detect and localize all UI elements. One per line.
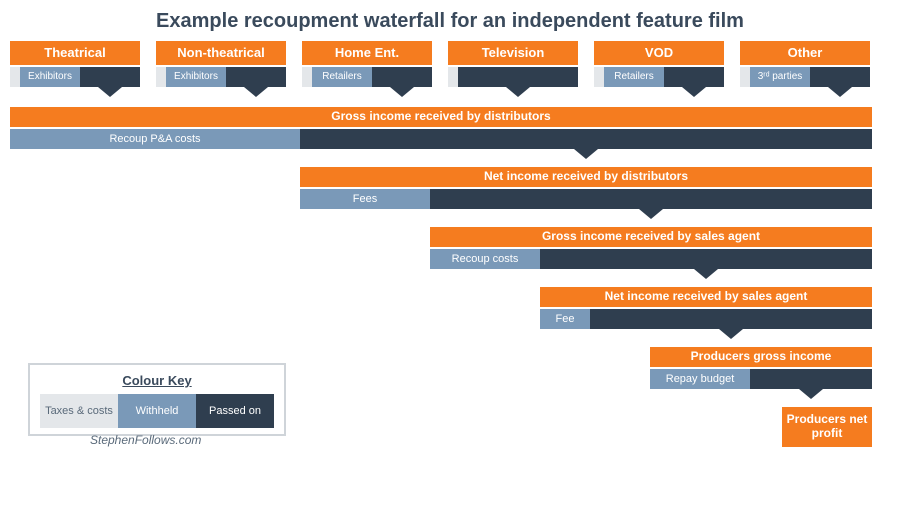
source-remainder-4 [664,67,724,87]
source-withheld-4: Retailers [604,67,664,87]
stage-title-1: Net income received by distributors [300,167,872,187]
source-arrow-1 [244,87,268,97]
stage-title-2: Gross income received by sales agent [430,227,872,247]
stage-remainder-1 [430,189,872,209]
source-withheld-2: Retailers [312,67,372,87]
source-header-4: VOD [594,41,724,65]
chart-title: Example recoupment waterfall for an inde… [0,0,900,41]
source-remainder-1 [226,67,286,87]
stage-title-3: Net income received by sales agent [540,287,872,307]
source-header-3: Television [448,41,578,65]
colour-key-item-2: Passed on [196,394,274,428]
source-arrow-2 [390,87,414,97]
source-tax-4 [594,67,604,87]
stage-remainder-3 [590,309,872,329]
colour-key: Colour Key Taxes & costsWithheldPassed on [28,363,286,436]
final-box: Producers net profit [782,407,872,447]
source-arrow-4 [682,87,706,97]
stage-withheld-3: Fee [540,309,590,329]
stage-title-0: Gross income received by distributors [10,107,872,127]
source-withheld-0: Exhibitors [20,67,80,87]
stage-remainder-0 [300,129,872,149]
stage-withheld-2: Recoup costs [430,249,540,269]
stage-remainder-2 [540,249,872,269]
source-remainder-3 [458,67,578,87]
source-remainder-0 [80,67,140,87]
source-remainder-2 [372,67,432,87]
stage-arrow-4 [799,389,823,399]
source-header-2: Home Ent. [302,41,432,65]
stage-arrow-2 [694,269,718,279]
source-tax-3 [448,67,458,87]
stage-remainder-4 [750,369,872,389]
source-remainder-5 [810,67,870,87]
source-tax-2 [302,67,312,87]
colour-key-row: Taxes & costsWithheldPassed on [40,394,274,428]
stage-arrow-0 [574,149,598,159]
colour-key-title: Colour Key [40,373,274,388]
stage-arrow-1 [639,209,663,219]
source-tax-5 [740,67,750,87]
stage-withheld-4: Repay budget [650,369,750,389]
credit-text: StephenFollows.com [90,433,201,447]
source-tax-0 [10,67,20,87]
source-tax-1 [156,67,166,87]
source-arrow-3 [506,87,530,97]
stage-title-4: Producers gross income [650,347,872,367]
colour-key-item-1: Withheld [118,394,196,428]
source-header-1: Non-theatrical [156,41,286,65]
waterfall-canvas: TheatricalExhibitorsNon-theatricalExhibi… [10,41,890,511]
source-arrow-5 [828,87,852,97]
source-arrow-0 [98,87,122,97]
stage-withheld-0: Recoup P&A costs [10,129,300,149]
source-withheld-5: 3ʳᵈ parties [750,67,810,87]
stage-withheld-1: Fees [300,189,430,209]
colour-key-item-0: Taxes & costs [40,394,118,428]
source-header-5: Other [740,41,870,65]
source-withheld-1: Exhibitors [166,67,226,87]
source-header-0: Theatrical [10,41,140,65]
stage-arrow-3 [719,329,743,339]
